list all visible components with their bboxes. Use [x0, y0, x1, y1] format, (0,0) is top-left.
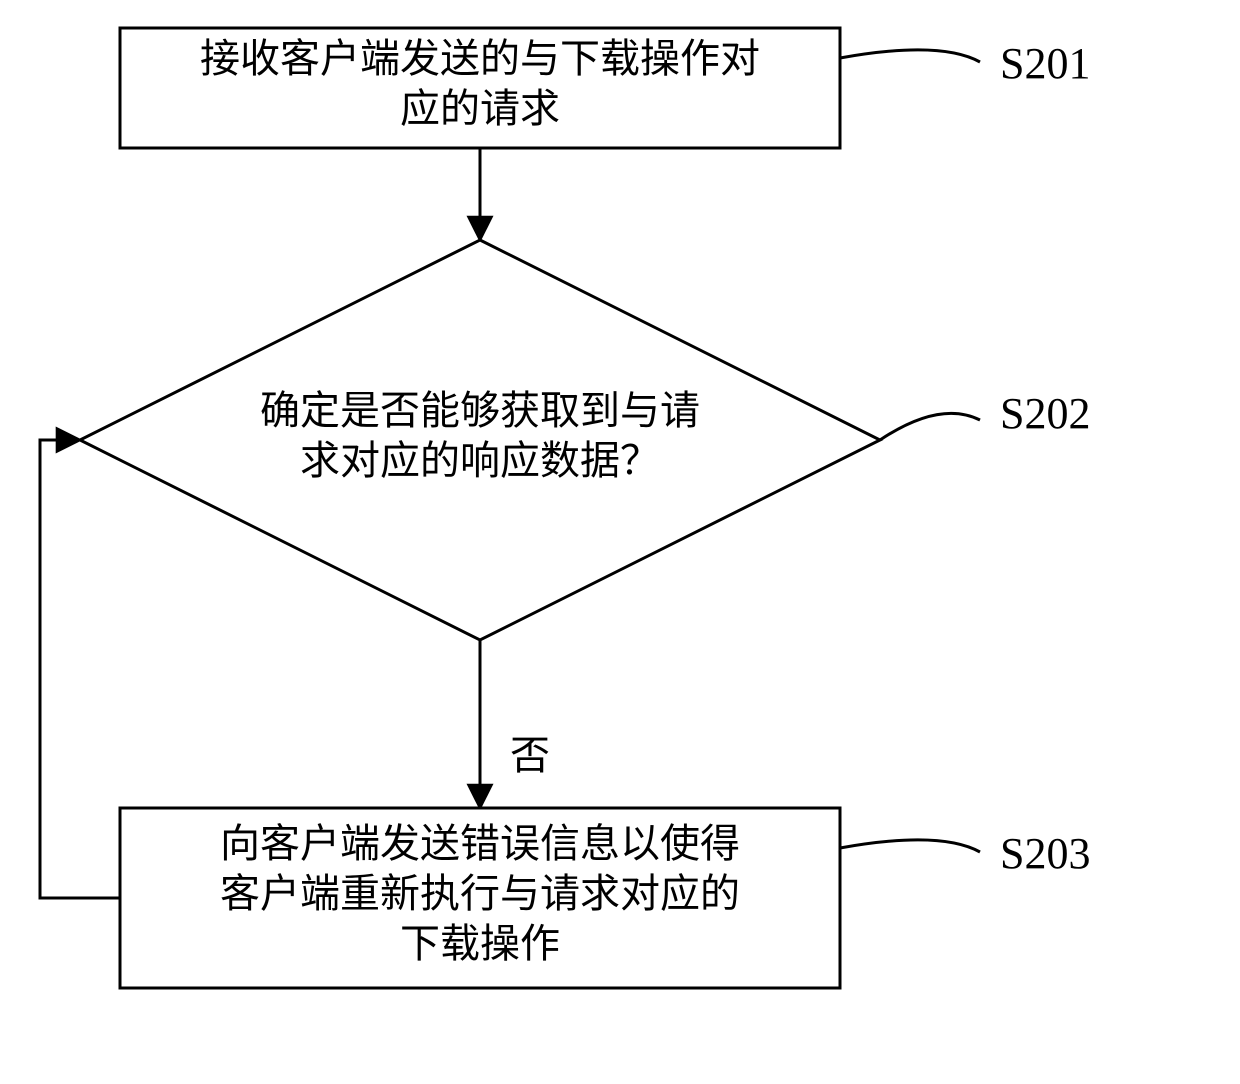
edge-n3-n2: [40, 440, 120, 898]
node-n2-text-line-1: 求对应的响应数据？: [300, 438, 660, 483]
node-n2-step-label: S202: [1000, 389, 1090, 438]
node-n3-text-line-2: 下载操作: [400, 921, 560, 966]
node-n1-text-line-0: 接收客户端发送的与下载操作对: [200, 36, 760, 81]
node-n2-leader: [880, 413, 980, 440]
node-n3-step-label: S203: [1000, 829, 1090, 878]
node-n3-text-line-1: 客户端重新执行与请求对应的: [220, 871, 740, 916]
node-n2: 确定是否能够获取到与请求对应的响应数据？ S202: [80, 240, 1090, 640]
node-n3-leader: [840, 840, 980, 852]
node-n3: 向客户端发送错误信息以使得客户端重新执行与请求对应的下载操作 S203: [120, 808, 1090, 988]
node-n3-text-line-0: 向客户端发送错误信息以使得: [220, 821, 740, 866]
node-n1-leader: [840, 50, 980, 62]
node-n1-step-label: S201: [1000, 39, 1090, 88]
edge-label-n2-n3: 否: [510, 733, 550, 778]
node-n2-text-line-0: 确定是否能够获取到与请: [260, 388, 700, 433]
node-n1-text-line-1: 应的请求: [400, 86, 560, 131]
node-n1: 接收客户端发送的与下载操作对应的请求 S201: [120, 28, 1090, 148]
